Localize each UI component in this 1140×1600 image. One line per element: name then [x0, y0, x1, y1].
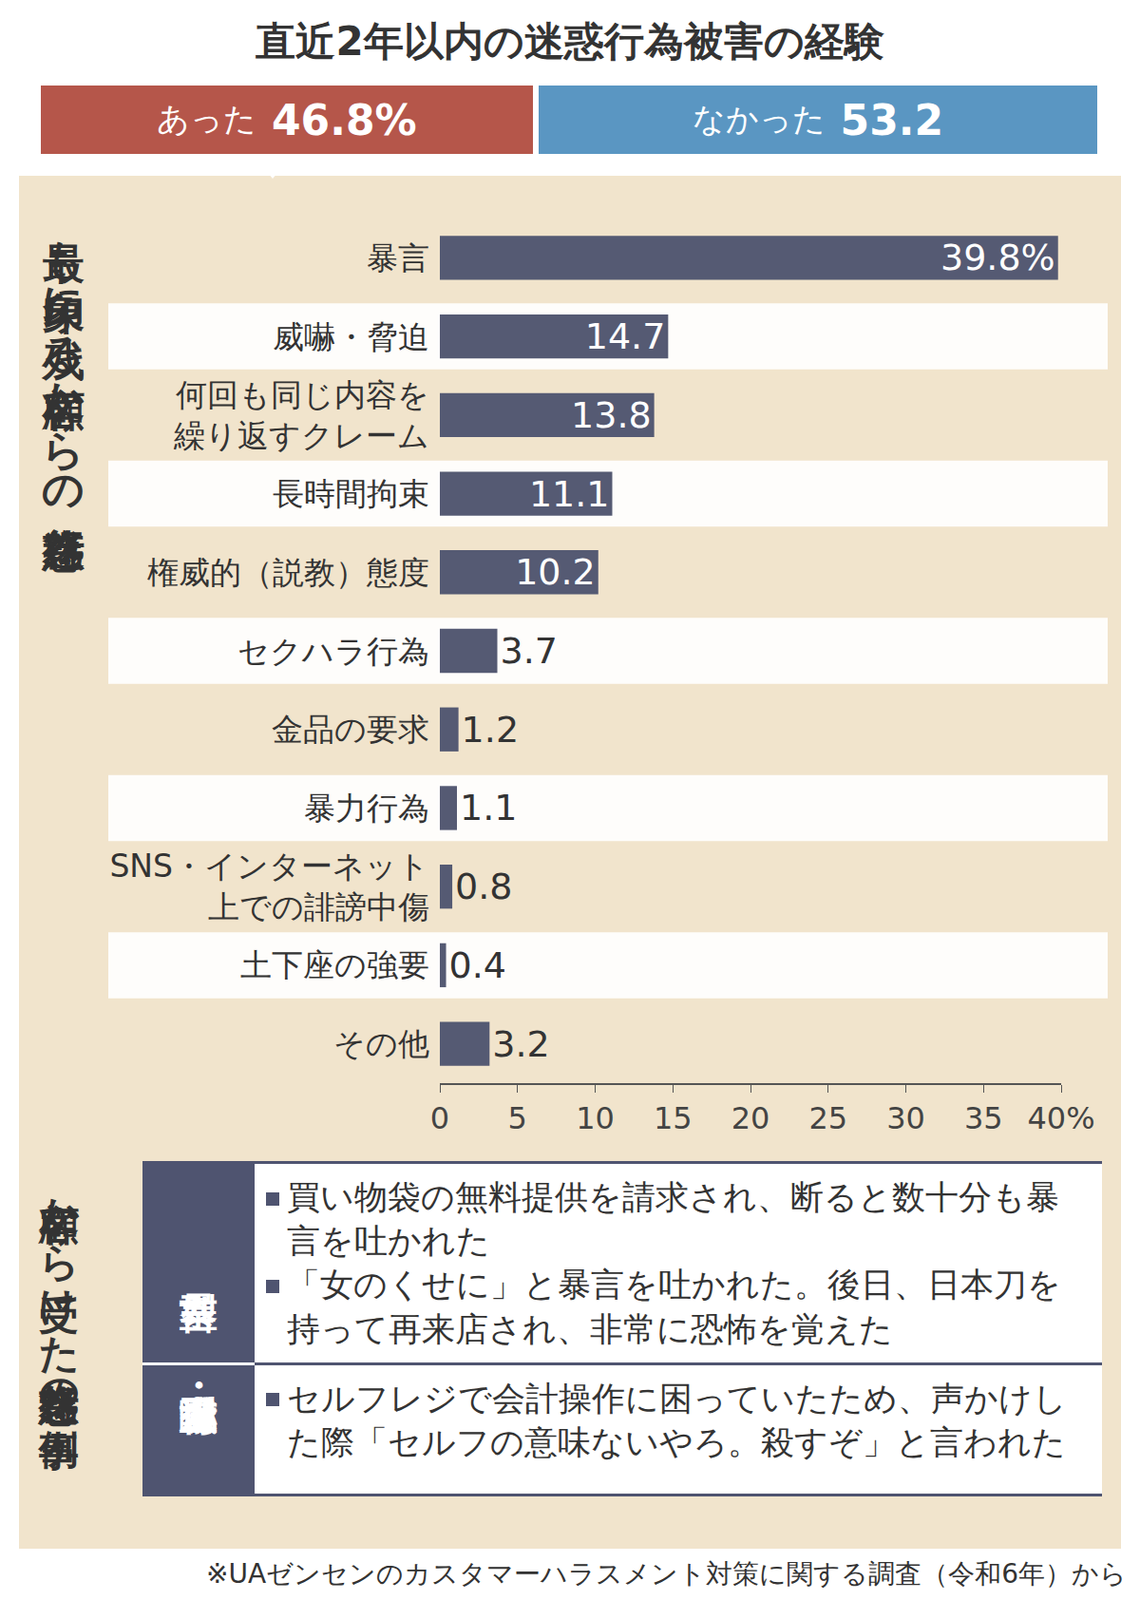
html-text:買い物袋の無料提供を請求され、断ると数十分も暴言を吐かれた: 買い物袋の無料提供を請求され、断ると数十分も暴言を吐かれた: [286, 1178, 1060, 1260]
svg-text:0.8: 0.8: [455, 865, 513, 908]
svg-text:1.2: 1.2: [461, 708, 519, 751]
svg-text:0: 0: [430, 1100, 450, 1137]
svg-text:何回も同じ内容を繰り返すクレーム: 何回も同じ内容を繰り返すクレーム: [172, 376, 430, 455]
svg-text:威嚇・脅迫: 威嚇・脅迫: [272, 318, 430, 356]
svg-text:暴力行為: 暴力行為: [304, 789, 430, 827]
html-text:威嚇・脅迫型: 威嚇・脅迫型: [176, 1364, 221, 1365]
html-text:セルフレジで会計操作に困っていたため、声かけした際「セルフの: セルフレジで会計操作に困っていたため、声かけした際「セルフの意味ないやろ。殺すぞ…: [286, 1379, 1067, 1462]
svg-text:10: 10: [575, 1100, 615, 1137]
html-text:最も印象に残る顧客からの迷惑行為: 最も印象に残る顧客からの迷惑行為: [39, 210, 89, 496]
html-text:「女のくせに」と暴言を吐かれた。後日、日本刀を持って再来店さ: 「女のくせに」と暴言を吐かれた。後日、日本刀を持って再来店され、非常に恐怖を覚え…: [286, 1265, 1062, 1348]
svg-text:SNS・インターネット上での誹謗中傷: SNS・インターネット上での誹謗中傷: [109, 847, 430, 926]
svg-text:20: 20: [731, 1100, 771, 1137]
html-text:暴言型: 暴言型: [176, 1262, 221, 1263]
html-text:直近2年以内の迷惑行為被害の経験: 直近2年以内の迷惑行為被害の経験: [255, 18, 885, 65]
svg-text:権威的（説教）態度: 権威的（説教）態度: [147, 553, 430, 591]
svg-text:金品の要求: 金品の要求: [271, 710, 430, 748]
svg-text:セクハラ行為: セクハラ行為: [237, 632, 430, 670]
svg-text:3.7: 3.7: [500, 629, 558, 672]
svg-text:3.2: 3.2: [492, 1023, 550, 1065]
svg-text:40%: 40%: [1026, 1100, 1095, 1137]
svg-text:15: 15: [653, 1100, 693, 1137]
svg-text:13.8: 13.8: [570, 394, 652, 437]
html-text:あった 46.8%: あった 46.8%: [156, 95, 417, 144]
svg-text:30: 30: [886, 1100, 926, 1137]
html-text:顧客から受けた迷惑行為の事例: 顧客から受けた迷惑行為の事例: [36, 1170, 83, 1399]
svg-text:1.1: 1.1: [459, 786, 517, 829]
svg-text:その他: その他: [333, 1025, 430, 1063]
svg-text:10.2: 10.2: [514, 551, 596, 593]
svg-text:35: 35: [964, 1100, 1004, 1137]
svg-text:5: 5: [508, 1100, 528, 1137]
html-text:なかった 53.2: なかった 53.2: [692, 95, 944, 144]
html-text:※UAゼンセンのカスタマーハラスメント対策に関する調査（令和: ※UAゼンセンのカスタマーハラスメント対策に関する調査（令和6年）から: [206, 1558, 1127, 1590]
svg-text:14.7: 14.7: [585, 315, 666, 358]
svg-text:土下座の強要: 土下座の強要: [240, 946, 430, 984]
svg-text:11.1: 11.1: [529, 473, 610, 515]
svg-text:25: 25: [808, 1100, 848, 1137]
svg-text:39.8%: 39.8%: [940, 236, 1056, 279]
svg-text:暴言: 暴言: [366, 239, 430, 277]
svg-text:0.4: 0.4: [449, 944, 507, 987]
svg-text:長時間拘束: 長時間拘束: [272, 475, 430, 513]
